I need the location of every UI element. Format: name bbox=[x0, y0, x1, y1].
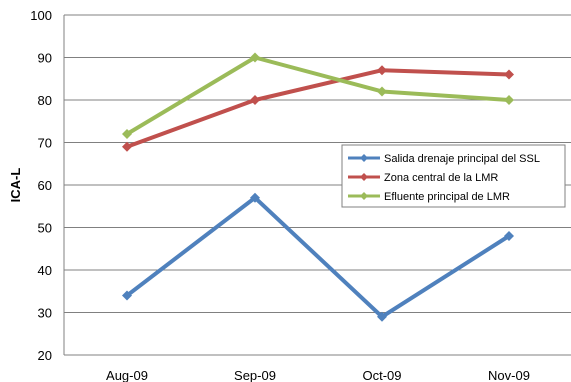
series-2 bbox=[122, 65, 514, 152]
x-tick-label: Oct-09 bbox=[362, 368, 401, 382]
y-tick-label: 100 bbox=[30, 8, 52, 23]
legend: Salida drenaje principal del SSL Zona cen… bbox=[341, 144, 566, 208]
series-line bbox=[125, 55, 511, 136]
legend-swatch-marker bbox=[360, 173, 368, 181]
data-point-marker bbox=[377, 86, 387, 97]
data-point-marker bbox=[250, 52, 260, 63]
legend-label: Zona central de la LMR bbox=[384, 172, 498, 184]
data-point-marker bbox=[250, 95, 260, 105]
x-tick-label: Aug-09 bbox=[106, 368, 148, 382]
y-tick-label: 20 bbox=[38, 348, 52, 363]
y-tick-label: 80 bbox=[38, 93, 52, 108]
y-tick-label: 50 bbox=[38, 221, 52, 236]
y-tick-label: 70 bbox=[38, 136, 52, 151]
data-point-marker bbox=[122, 141, 132, 152]
x-tick-labels: Aug-09 Sep-09 Oct-09 Nov-09 bbox=[106, 368, 530, 382]
y-tick-label: 30 bbox=[38, 306, 52, 321]
data-point-marker bbox=[250, 192, 260, 203]
x-tick-label: Nov-09 bbox=[488, 368, 530, 382]
y-tick-labels: 20 30 40 50 60 70 80 90 100 bbox=[30, 8, 52, 363]
legend-item: Salida drenaje principal del SSL bbox=[348, 153, 540, 165]
gridlines bbox=[64, 14, 571, 313]
legend-label: Salida drenaje principal del SSL bbox=[384, 153, 540, 165]
data-point-marker bbox=[122, 129, 132, 139]
data-point-marker bbox=[377, 311, 387, 322]
data-point-marker bbox=[377, 65, 387, 76]
data-point-marker bbox=[504, 69, 514, 80]
series-3 bbox=[122, 52, 514, 139]
legend-items: Salida drenaje principal del SSL Zona cen… bbox=[348, 153, 540, 203]
legend-item: Efluente principal de LMR bbox=[348, 191, 510, 203]
series-line bbox=[125, 195, 511, 319]
data-point-marker bbox=[504, 95, 514, 105]
y-axis-label: ICA-L bbox=[8, 168, 23, 203]
y-tick-label: 60 bbox=[38, 178, 52, 193]
series-group bbox=[122, 52, 514, 322]
series-1 bbox=[122, 192, 514, 322]
data-point-marker bbox=[122, 290, 132, 301]
y-tick-label: 90 bbox=[38, 51, 52, 66]
legend-swatch-marker bbox=[360, 154, 368, 162]
data-point-marker bbox=[504, 231, 514, 241]
legend-swatch-marker bbox=[360, 192, 368, 200]
y-tick-label: 40 bbox=[38, 263, 52, 278]
legend-item: Zona central de la LMR bbox=[348, 172, 498, 184]
x-tick-label: Sep-09 bbox=[234, 368, 276, 382]
legend-label: Efluente principal de LMR bbox=[384, 191, 510, 203]
series-line bbox=[125, 68, 511, 149]
